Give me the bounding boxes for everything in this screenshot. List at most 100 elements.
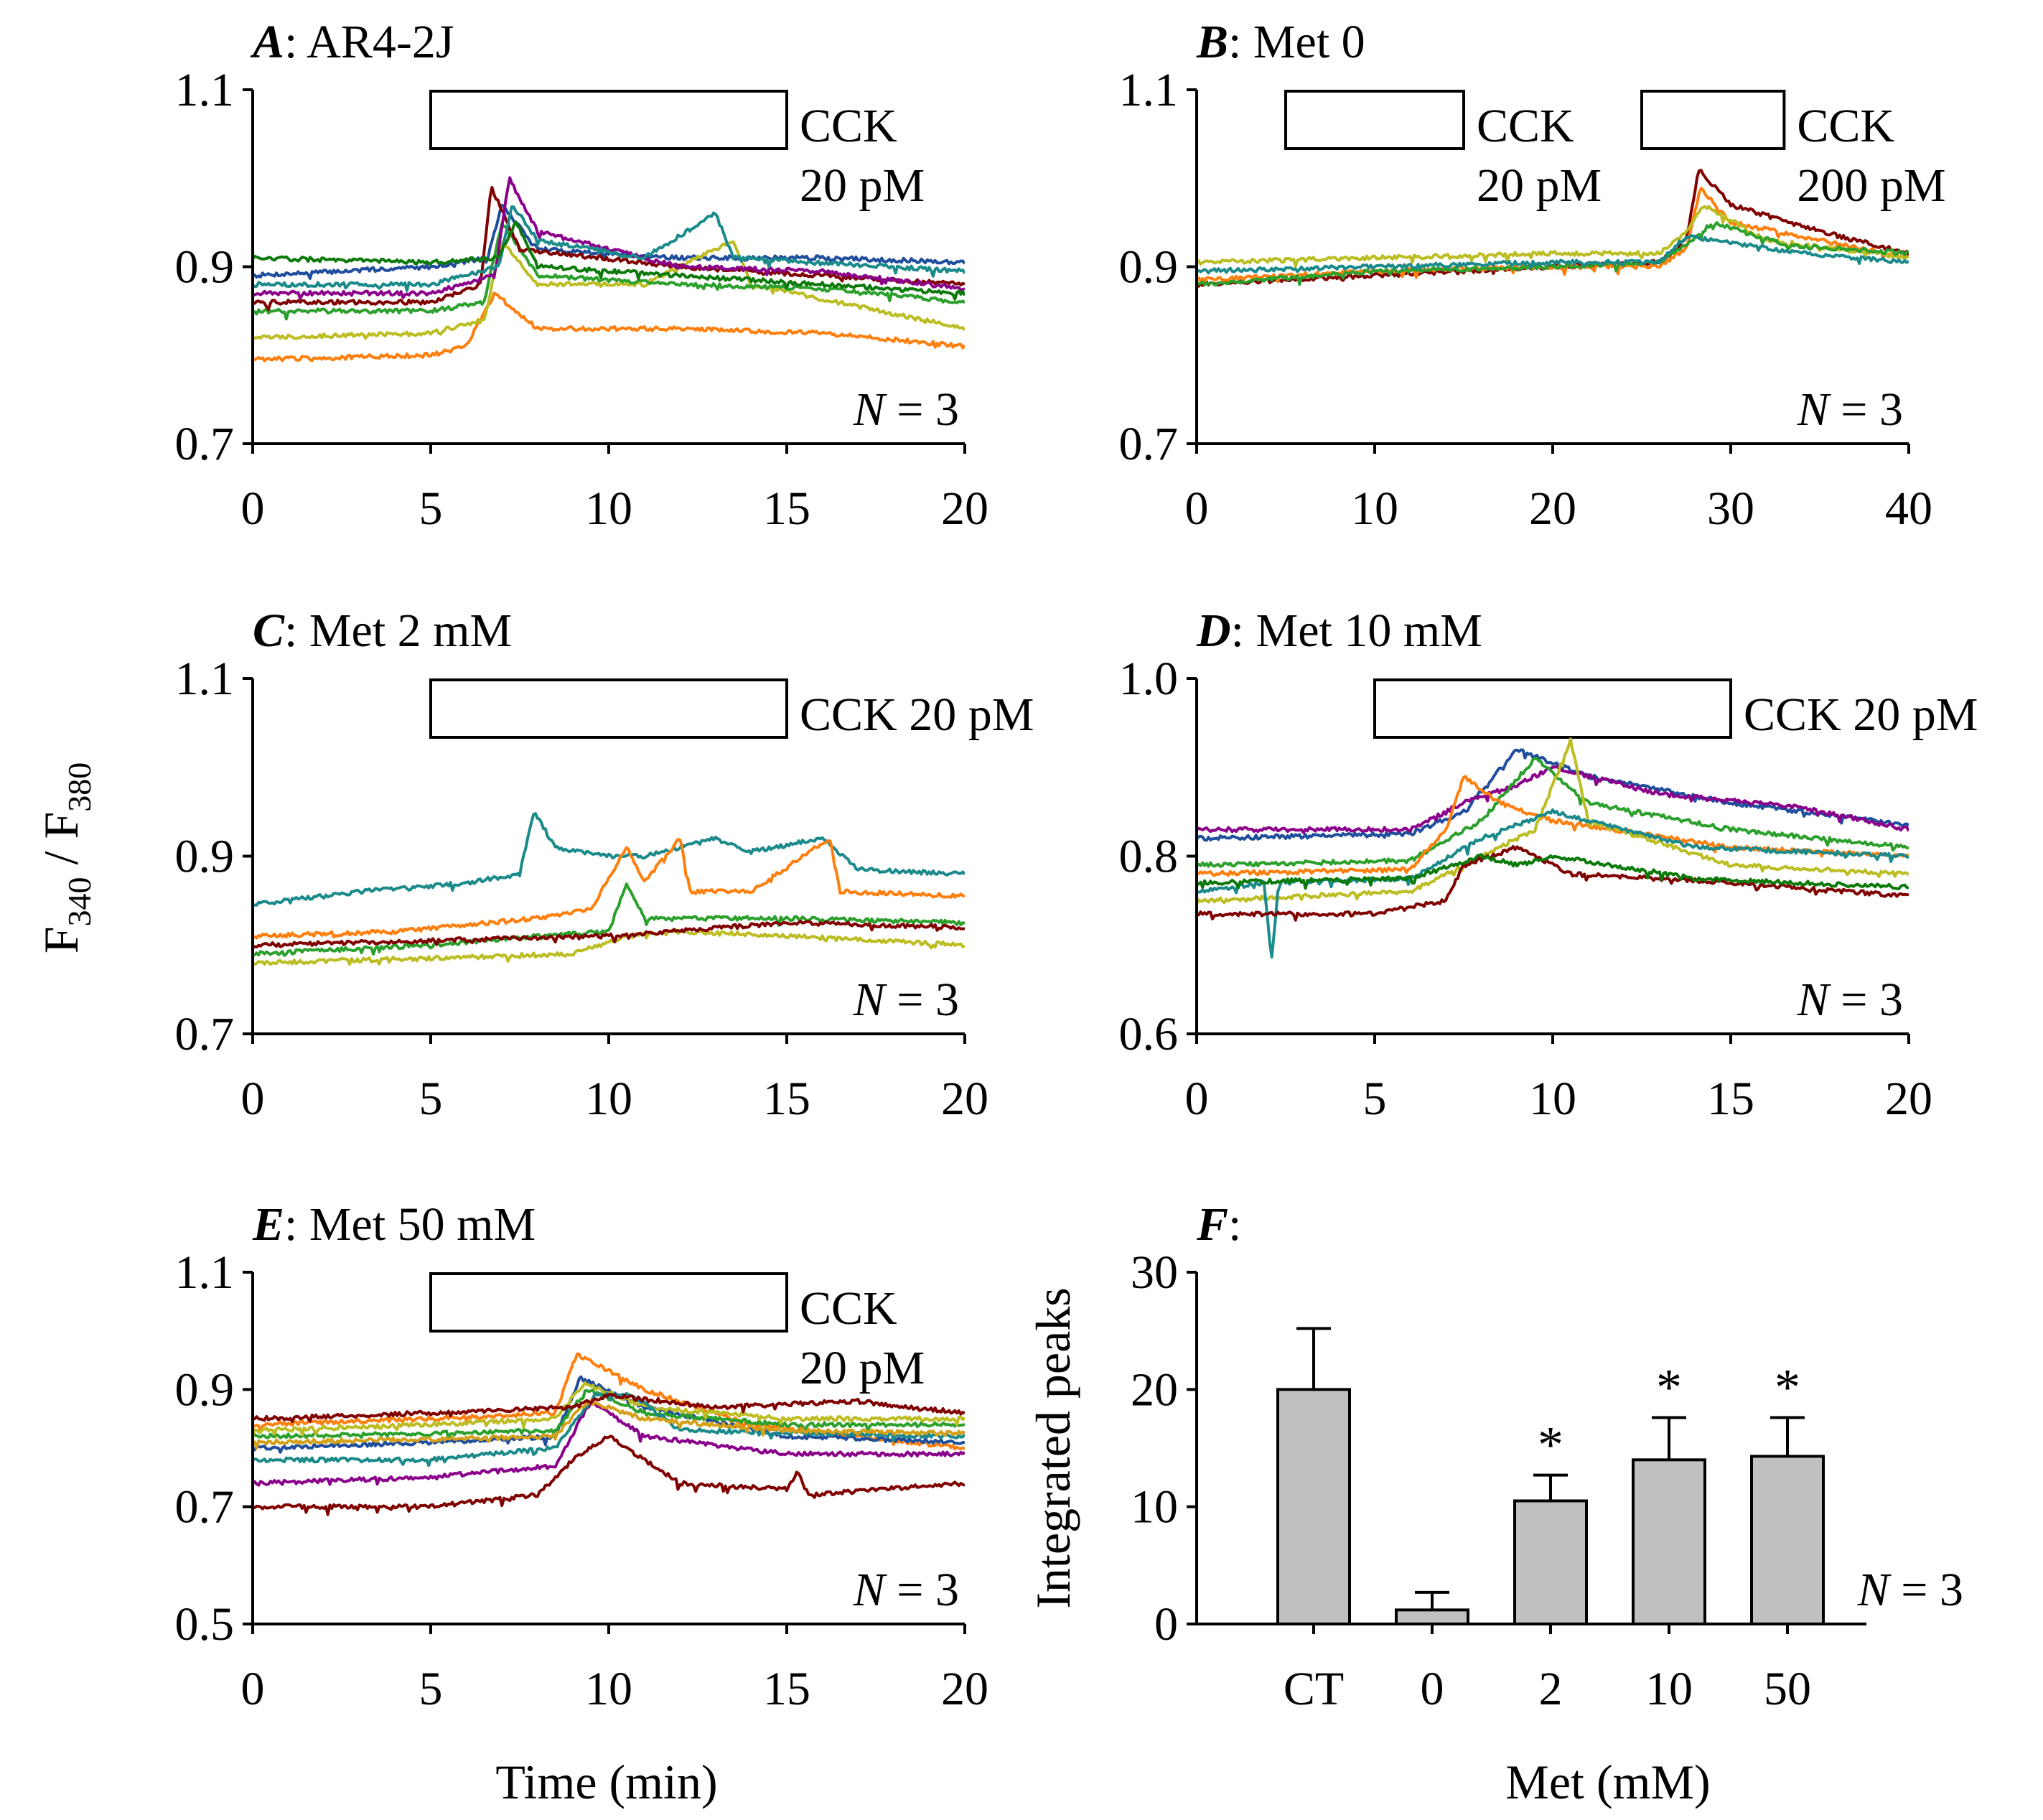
panel-b-stimulus-dose: 20 pM xyxy=(1477,159,1602,212)
panel-a-title: A: AR4-2J xyxy=(250,16,454,68)
panel-b-stimulus-label: CCK xyxy=(1797,100,1894,152)
panel-b-trace-cell-5 xyxy=(1197,233,1909,275)
panel-f-y-tick-label: 0 xyxy=(1154,1598,1178,1651)
panel-e-trace-cell-9 xyxy=(253,1392,965,1424)
panel-c-trace-cell-1 xyxy=(253,812,965,907)
panel-c-n-label: N = 3 xyxy=(853,974,959,1026)
panel-c-title: C: Met 2 mM xyxy=(253,605,512,657)
panel-b-x-tick-label: 10 xyxy=(1351,482,1398,535)
panel-e-y-tick-label: 1.1 xyxy=(175,1246,235,1299)
panel-b-stimulus-bar xyxy=(1284,90,1465,150)
panel-e-trace-cell-8 xyxy=(253,1399,965,1450)
panel-c-traces xyxy=(253,812,965,966)
panel-f-title: F: xyxy=(1196,1198,1241,1251)
panel-d-trace-cell-8 xyxy=(1197,853,1909,890)
panel-d-traces xyxy=(1197,737,1909,959)
panel-b-stimulus-dose: 200 pM xyxy=(1797,159,1945,212)
panel-f-ylabel-group: Integrated peaks xyxy=(1026,1287,1080,1608)
xlabel-met: Met (mM) xyxy=(1505,1755,1710,1809)
panel-d-x-tick-label: 5 xyxy=(1363,1073,1387,1125)
panel-a-x-tick-label: 20 xyxy=(941,482,988,535)
panel-b-title: B: Met 0 xyxy=(1196,16,1365,68)
panel-a-traces xyxy=(253,176,965,363)
panel-c: C: Met 2 mM CCK 20 pM 0.7 0.9 1.1 0 5 10 15 20 N =… xyxy=(175,605,1034,1125)
panel-a-stimulus-label: CCK xyxy=(800,100,897,152)
panel-a-y-tick-label: 0.9 xyxy=(175,241,235,294)
panel-a-x-tick-label: 5 xyxy=(419,482,443,535)
panel-d-trace-cell-7 xyxy=(1197,845,1909,922)
panel-d-x-tick-label: 0 xyxy=(1185,1073,1209,1125)
panel-f-x-tick-label: 50 xyxy=(1764,1663,1811,1715)
panel-c-x-tick-label: 0 xyxy=(241,1073,265,1125)
panel-e-trace-cell-3 xyxy=(253,1375,965,1454)
panel-f-y-tick-label: 30 xyxy=(1131,1246,1178,1299)
panel-a-n-symbol: N xyxy=(853,383,888,436)
panel-f-significance-star: * xyxy=(1656,1359,1682,1417)
panel-f-title-text: : xyxy=(1228,1198,1241,1251)
panel-d-trace-cell-1 xyxy=(1197,748,1909,842)
panel-a-n-label: N = 3 xyxy=(853,383,959,436)
panel-b-trace-cell-4 xyxy=(1197,221,1909,287)
panel-d-stimulus-bar xyxy=(1373,678,1732,739)
panel-a-trace-cell-4 xyxy=(253,222,965,321)
panel-c-y-tick-label: 1.1 xyxy=(175,653,235,705)
panel-d-title: D: Met 10 mM xyxy=(1196,605,1482,657)
panel-e: E: Met 50 mM CCK 20 pM 0.5 0.7 0.9 1.1 0 5 10 15 20… xyxy=(175,1198,989,1715)
panel-c-trace-cell-5 xyxy=(253,920,965,949)
panel-a-trace-cell-3 xyxy=(253,240,965,340)
panel-b-y-tick-label: 0.7 xyxy=(1119,418,1179,470)
panel-f: F: 0 10 20 30 Integrated peaks CT 0 2 * 10 * 50 * N = … xyxy=(1026,1198,1963,1715)
panel-f-n-symbol: N xyxy=(1857,1564,1892,1616)
panel-a-trace-cell-8 xyxy=(253,220,965,301)
panel-c-y-tick-label: 0.7 xyxy=(175,1008,235,1060)
panel-c-x-tick-label: 20 xyxy=(941,1073,988,1125)
panel-d-trace-cell-3 xyxy=(1197,757,1909,868)
panel-b-stimulus-label: CCK xyxy=(1477,100,1574,152)
panel-a-letter: A xyxy=(250,16,284,68)
panel-f-x-tick-label: 10 xyxy=(1645,1663,1693,1715)
panel-b-n-label: N = 3 xyxy=(1797,383,1903,436)
panel-d-x-tick-label: 10 xyxy=(1529,1073,1576,1125)
panels: A: AR4-2J CCK 20 pM 0.7 0.9 1.1 0 5 10 15 20 N = 3 B… xyxy=(175,16,1978,1715)
panel-b-y-tick-label: 1.1 xyxy=(1119,64,1179,116)
panel-e-n-symbol: N xyxy=(853,1564,888,1616)
panel-c-n-value: = 3 xyxy=(885,974,959,1026)
panel-c-trace-cell-4 xyxy=(253,928,965,966)
panel-e-trace-cell-4 xyxy=(253,1389,965,1440)
shared-ylabel: F340 / F380 xyxy=(34,762,98,954)
panel-d-n-symbol: N xyxy=(1797,974,1832,1026)
panel-d-x-tick-label: 15 xyxy=(1707,1073,1754,1125)
panel-a-trace-cell-7 xyxy=(253,205,965,292)
panel-e-trace-cell-5 xyxy=(253,1399,965,1487)
panel-f-x-tick-label: CT xyxy=(1284,1663,1344,1715)
panel-b-x-tick-label: 0 xyxy=(1185,482,1209,535)
panel-f-y-tick-label: 10 xyxy=(1131,1481,1178,1534)
panel-e-title: E: Met 50 mM xyxy=(252,1198,536,1251)
panel-c-title-text: : Met 2 mM xyxy=(284,605,512,657)
panel-a-x-tick-label: 15 xyxy=(763,482,810,535)
panel-f-y-tick-label: 20 xyxy=(1131,1363,1178,1416)
panel-e-title-text: : Met 50 mM xyxy=(284,1198,536,1251)
panel-f-n-value: = 3 xyxy=(1889,1564,1963,1616)
panel-f-ylabel: Integrated peaks xyxy=(1026,1287,1080,1608)
panel-b-y-tick-label: 0.9 xyxy=(1119,241,1179,294)
panel-d-stimulus-label: CCK 20 pM xyxy=(1744,689,1978,741)
panel-b-letter: B xyxy=(1196,16,1228,68)
panel-c-x-tick-label: 5 xyxy=(419,1073,443,1125)
panel-c-stimulus-label: CCK 20 pM xyxy=(800,689,1034,741)
panel-d: D: Met 10 mM CCK 20 pM 0.6 0.8 1.0 0 5 10 15 20 N … xyxy=(1119,605,1978,1125)
panel-e-x-tick-label: 15 xyxy=(763,1663,810,1715)
panel-d-y-tick-label: 0.6 xyxy=(1119,1008,1179,1060)
svg-text:F340 / F380: F340 / F380 xyxy=(34,762,98,954)
panel-c-x-tick-label: 15 xyxy=(763,1073,810,1125)
panel-e-n-value: = 3 xyxy=(885,1564,959,1616)
panel-e-stimulus-dose: 20 pM xyxy=(800,1342,925,1394)
panel-f-significance-star: * xyxy=(1775,1359,1800,1417)
panel-a-trace-cell-2 xyxy=(253,291,965,363)
xlabel-time: Time (min) xyxy=(495,1755,717,1809)
panel-d-title-text: : Met 10 mM xyxy=(1231,605,1482,657)
panel-d-n-value: = 3 xyxy=(1829,974,1903,1026)
panel-c-trace-cell-2 xyxy=(253,838,965,940)
panel-a-trace-cell-1 xyxy=(253,203,965,280)
